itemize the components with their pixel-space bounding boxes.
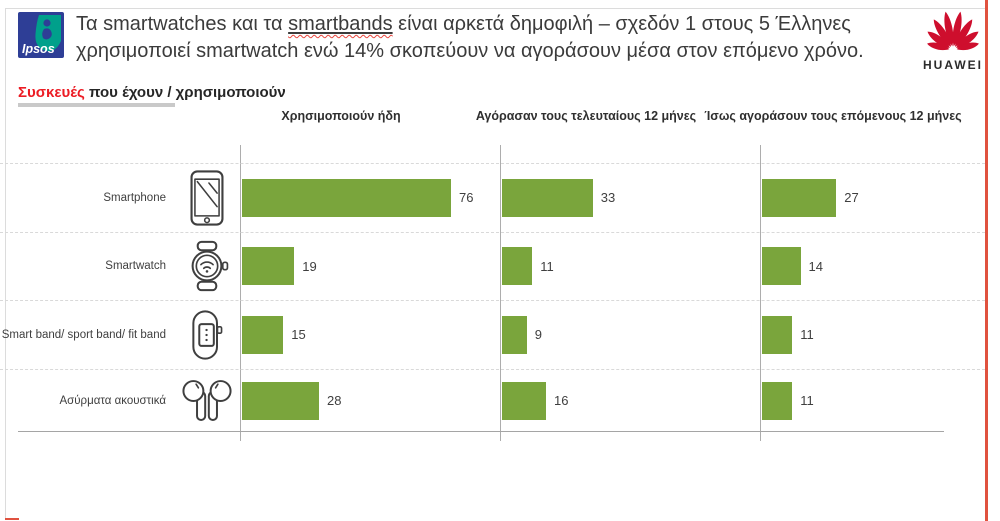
title-underlined-word: smartbands (288, 13, 393, 35)
right-guide-line (985, 0, 988, 521)
column-header-bought-last-12m: Αγόρασαν τους τελευταίους 12 μήνες (475, 109, 697, 123)
bar-cell: 14 (760, 247, 983, 286)
subtitle-underline-bar (18, 103, 175, 107)
title-text: Τα smartwatches και τα (76, 13, 289, 35)
column-header-may-buy-next-12m: Ίσως αγοράσουν τους επόμενους 12 μήνες (704, 109, 962, 123)
ipsos-logo: Ipsos (18, 12, 64, 58)
chart-row-smart-band: Smart band/ sport band/ fit band 15 (0, 300, 985, 369)
bar (762, 315, 793, 354)
bar (242, 381, 319, 420)
column-header-use-already: Χρησιμοποιούν ήδη (281, 109, 401, 123)
chart-row-wireless-earbuds: Ασύρματα ακουστικά 28 (0, 368, 985, 432)
bar-cell: 11 (760, 315, 983, 354)
slide-top-border (5, 8, 985, 9)
bar (502, 247, 533, 286)
bar-value: 14 (808, 258, 823, 274)
chart-subtitle-accent: Συσκευές (18, 84, 85, 101)
bar (242, 178, 451, 217)
bar (762, 381, 793, 420)
axis-line-col3 (760, 145, 761, 441)
row-label: Smartwatch (105, 260, 166, 273)
ipsos-logo-text: Ipsos (22, 42, 55, 56)
slide-title: Τα smartwatches και τα smartbands είναι … (76, 11, 966, 65)
chart-subtitle-rest: που έχουν / χρησιμοποιούν (84, 84, 286, 101)
huawei-logo-text: HUAWEI (923, 58, 983, 72)
bar-value: 76 (459, 190, 474, 206)
bar-value: 33 (600, 190, 616, 206)
bar (762, 178, 837, 217)
bar-value: 28 (327, 393, 342, 408)
bar-value: 11 (800, 327, 814, 343)
bar (502, 381, 546, 420)
smartphone-icon (174, 170, 240, 226)
bar (242, 247, 295, 286)
bar-cell: 11 (760, 381, 983, 420)
bar-cell: 28 (240, 381, 500, 420)
bar-cell: 19 (240, 247, 500, 286)
bar (502, 315, 527, 354)
huawei-flower-icon (927, 11, 979, 51)
slide-left-border (5, 8, 6, 518)
ipsos-logo-graphic: Ipsos (18, 12, 64, 58)
smart-band-icon (174, 307, 240, 363)
axis-line-col1 (240, 145, 241, 441)
bar-cell: 33 (500, 178, 760, 217)
chart-subtitle: Συσκευές που έχουν / χρησιμοποιούν (18, 84, 286, 101)
chart-bottom-line (18, 431, 944, 432)
bar-chart: Smartphone 76 33 (0, 145, 1000, 445)
bar-value: 11 (800, 393, 814, 408)
row-label: Ασύρματα ακουστικά (59, 394, 167, 407)
title-text: είναι αρκετά δημοφιλή – σχεδόν 1 στους 5… (392, 13, 851, 35)
bar-cell: 15 (240, 315, 500, 354)
bar-value: 27 (844, 190, 859, 206)
row-label: Smartphone (103, 191, 166, 204)
chart-row-smartwatch: Smartwatch 19 (0, 231, 985, 301)
bar-cell: 16 (500, 381, 760, 420)
bar-cell: 27 (760, 178, 983, 217)
bar-value: 9 (534, 327, 542, 343)
chart-row-smartphone: Smartphone 76 33 (0, 163, 985, 232)
bar-cell: 11 (500, 247, 760, 286)
row-label: Smart band/ sport band/ fit band (1, 328, 166, 341)
bottom-guide-line (5, 518, 19, 520)
title-line-2: χρησιμοποιεί smartwatch ενώ 14% σκοπεύου… (76, 40, 864, 62)
bar-cell: 9 (500, 315, 760, 354)
bar-value: 11 (540, 258, 554, 274)
smartwatch-icon (174, 238, 240, 294)
title-line-1: Τα smartwatches και τα smartbands είναι … (76, 11, 966, 38)
bar-value: 16 (554, 393, 569, 408)
wireless-earbuds-icon (174, 378, 240, 424)
chart-rows: Smartphone 76 33 (0, 163, 985, 432)
axis-line-col2 (500, 145, 501, 441)
bar-cell: 76 (240, 178, 500, 217)
bar (762, 247, 801, 286)
huawei-logo: HUAWEI (916, 10, 990, 72)
bar (502, 178, 593, 217)
bar (242, 315, 284, 354)
bar-value: 15 (291, 327, 306, 343)
bar-value: 19 (302, 258, 317, 274)
